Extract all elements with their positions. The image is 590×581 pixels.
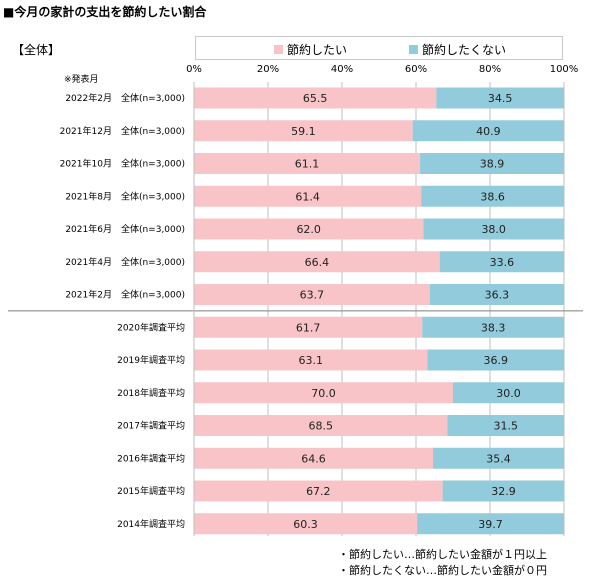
bar-segment — [429, 284, 564, 305]
bar-segment — [433, 447, 564, 469]
data-label: 68.5 — [308, 420, 333, 433]
bar-segment — [194, 218, 424, 240]
data-label: 38.9 — [480, 158, 505, 171]
data-label: 40.9 — [476, 125, 501, 138]
data-label: 36.9 — [483, 354, 508, 367]
data-label: 33.6 — [490, 256, 515, 269]
data-label: 32.9 — [491, 485, 516, 498]
category-label: 2021年8月 全体(n=3,000) — [65, 190, 185, 202]
bar-segment — [194, 447, 434, 469]
data-label: 30.0 — [496, 387, 521, 400]
x-tick-label: 60% — [405, 64, 427, 75]
legend-item-want: 節約したい — [274, 41, 347, 58]
data-label: 61.4 — [295, 190, 320, 203]
bar-segment — [412, 120, 564, 142]
legend-item-not-want: 節約したくない — [409, 41, 506, 58]
data-label: 63.1 — [298, 354, 323, 367]
bar-segment — [423, 218, 564, 240]
bar-segment — [194, 382, 453, 404]
category-label: 2020年調査平均 — [117, 321, 185, 333]
data-label: 38.6 — [480, 190, 505, 203]
bar-segment — [420, 153, 564, 174]
bar-segment — [194, 120, 413, 142]
publish-month-note: ※発表月 — [64, 75, 99, 85]
category-label: 2014年調査平均 — [117, 518, 185, 530]
category-label: 2021年12月 全体(n=3,000) — [60, 125, 185, 137]
category-label: 2021年6月 全体(n=3,000) — [65, 223, 185, 235]
data-label: 67.2 — [306, 485, 331, 498]
bar-segment — [194, 251, 440, 273]
data-label: 59.1 — [291, 125, 316, 138]
data-label: 31.5 — [493, 420, 518, 433]
bar-segment — [194, 153, 421, 174]
bar-segment — [194, 480, 443, 502]
category-label: 2016年調査平均 — [117, 452, 185, 464]
bar-segment — [442, 480, 565, 502]
bar-segment — [194, 349, 428, 371]
bar-segment — [194, 87, 437, 109]
bar-segment — [422, 316, 564, 338]
bar-segment — [417, 513, 564, 535]
bar-segment — [453, 382, 564, 404]
data-label: 60.3 — [293, 518, 318, 531]
bar-segment — [436, 87, 564, 109]
bar-segment — [427, 349, 564, 371]
legend: 節約したい 節約したくない — [195, 36, 563, 60]
bar-segment — [194, 415, 448, 436]
data-label: 63.7 — [300, 289, 325, 302]
x-tick-label: 20% — [257, 64, 279, 75]
legend-swatch-not-want — [409, 45, 418, 54]
category-label: 2015年調査平均 — [117, 485, 185, 497]
bar-segment — [194, 185, 422, 207]
bar-segment — [194, 513, 418, 535]
data-label: 66.4 — [305, 256, 330, 269]
data-label: 38.0 — [481, 223, 506, 236]
data-label: 34.5 — [488, 92, 513, 105]
bar-segment — [194, 284, 430, 305]
category-label: 2021年10月 全体(n=3,000) — [60, 158, 185, 170]
bar-segment — [447, 415, 564, 436]
data-label: 61.7 — [296, 321, 321, 334]
data-label: 62.0 — [296, 223, 321, 236]
data-label: 38.3 — [481, 321, 506, 334]
bar-segment — [439, 251, 564, 273]
category-label: 2021年4月 全体(n=3,000) — [65, 256, 185, 268]
x-tick-label: 0% — [186, 64, 202, 75]
data-label: 70.0 — [311, 387, 336, 400]
category-label: 2021年2月 全体(n=3,000) — [65, 289, 185, 301]
bar-segment — [421, 185, 564, 207]
category-label: 2018年調査平均 — [117, 387, 185, 399]
data-label: 64.6 — [301, 452, 326, 465]
data-label: 61.1 — [295, 158, 320, 171]
bar-segment — [194, 316, 423, 338]
legend-label-want: 節約したい — [287, 43, 348, 57]
legend-swatch-want — [274, 45, 283, 54]
group-tag: 【全体】 — [12, 43, 61, 57]
category-label: 2019年調査平均 — [117, 354, 185, 366]
data-label: 35.4 — [486, 452, 511, 465]
data-label: 65.5 — [303, 92, 328, 105]
x-tick-label: 80% — [479, 64, 501, 75]
x-tick-label: 40% — [331, 64, 353, 75]
category-label: 2022年2月 全体(n=3,000) — [65, 92, 185, 104]
data-label: 36.3 — [485, 289, 510, 302]
x-tick-label: 100% — [550, 64, 579, 75]
data-label: 39.7 — [478, 518, 503, 531]
footnote-not-want: ・節約したくない…節約したい金額が０円 — [338, 564, 547, 577]
category-label: 2017年調査平均 — [117, 420, 185, 432]
chart-title: ■今月の家計の支出を節約したい割合 — [3, 5, 207, 19]
footnote-want: ・節約したい…節約したい金額が１円以上 — [338, 548, 547, 561]
legend-label-not-want: 節約したくない — [422, 43, 507, 57]
